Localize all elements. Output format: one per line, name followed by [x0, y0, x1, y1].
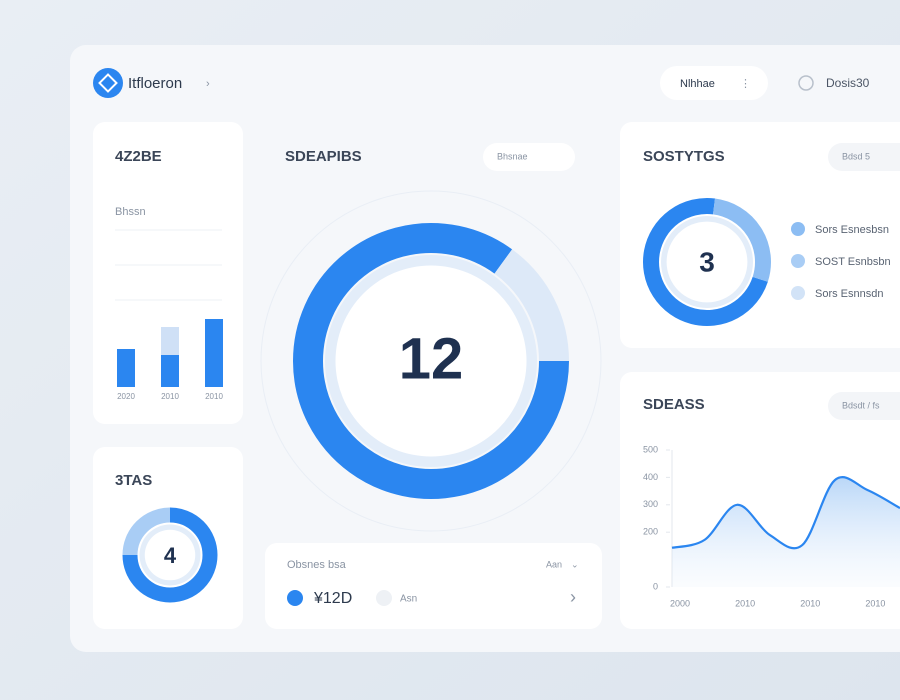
donut-center-label: 4	[164, 543, 177, 568]
donut-center	[666, 221, 748, 303]
note: Asn	[400, 594, 417, 605]
x-tick-label: 2000	[670, 598, 690, 608]
area	[672, 477, 900, 587]
donut-center-label: 12	[399, 326, 464, 391]
donut-segment	[293, 223, 569, 499]
caret: ⌄	[571, 559, 579, 569]
card-title: SOSTYTGS	[643, 148, 725, 165]
legend-label: Sors Esnnsdn	[815, 288, 883, 300]
logo-icon	[98, 73, 118, 93]
legend-dot	[791, 222, 805, 236]
legend-dot	[791, 286, 805, 300]
status-dot	[376, 590, 392, 606]
bar	[161, 355, 179, 387]
donut-segment	[643, 198, 768, 326]
line	[671, 476, 900, 550]
card-title: SDEAPIBS	[285, 148, 362, 165]
button[interactable]	[828, 392, 900, 420]
chevron: ›	[206, 78, 210, 90]
user-icon[interactable]	[798, 75, 814, 91]
x-tick-label: 2010	[800, 598, 820, 608]
button[interactable]	[483, 143, 575, 171]
button-label[interactable]: Bhsnae	[497, 151, 528, 161]
donut-segment	[712, 198, 771, 282]
menu-label[interactable]: Aan	[546, 559, 562, 569]
status-dot	[287, 590, 303, 606]
brand-logo[interactable]	[93, 68, 123, 98]
bar	[117, 349, 135, 387]
button-label[interactable]: Bdsdt / fs	[842, 400, 880, 410]
donut-center	[144, 529, 196, 581]
x-tick-label: 2010	[205, 392, 223, 401]
legend-label: Sors Esnesbsn	[815, 224, 889, 236]
card-title: 3TAS	[115, 472, 152, 489]
card-title: 4Z2BE	[115, 148, 162, 165]
amount: ¥12D	[313, 590, 352, 607]
donut-halo	[260, 190, 602, 532]
button-label[interactable]: Bdsd 5	[842, 151, 870, 161]
legend-dot	[791, 254, 805, 268]
y-tick-label: 500	[643, 444, 658, 454]
donut-center-label: 3	[699, 246, 715, 277]
x-tick-label: 2010	[161, 392, 179, 401]
y-tick-label: 400	[643, 472, 658, 482]
donut-segment	[494, 249, 569, 362]
user-name[interactable]: Dosis30	[826, 76, 870, 90]
x-tick-label: 2020	[117, 392, 135, 401]
x-tick-label: 2010	[735, 598, 755, 608]
legend-label: SOST Esnbsbn	[815, 256, 891, 268]
menu-caret: ⋮	[740, 78, 751, 90]
y-tick-label: 300	[643, 499, 658, 509]
y-tick-label: 200	[643, 527, 658, 537]
menu-label[interactable]: Nlhhae	[680, 78, 715, 90]
donut-center	[335, 265, 527, 457]
bar	[205, 319, 223, 387]
x-tick-label: 2010	[865, 598, 885, 608]
chevron[interactable]: ›	[570, 587, 576, 607]
donut-segment	[122, 507, 171, 556]
bar	[161, 327, 179, 355]
donut-segment	[122, 507, 218, 603]
card-title: Obsnes bsa	[287, 559, 347, 571]
card-subtitle: Bhssn	[115, 206, 146, 218]
balance-card	[265, 543, 602, 629]
card-title: SDEASS	[643, 396, 705, 413]
menu-pill[interactable]	[660, 66, 768, 100]
brand-name[interactable]: Itfloeron	[128, 75, 182, 92]
button[interactable]	[828, 143, 900, 171]
y-tick-label: 0	[653, 581, 658, 591]
